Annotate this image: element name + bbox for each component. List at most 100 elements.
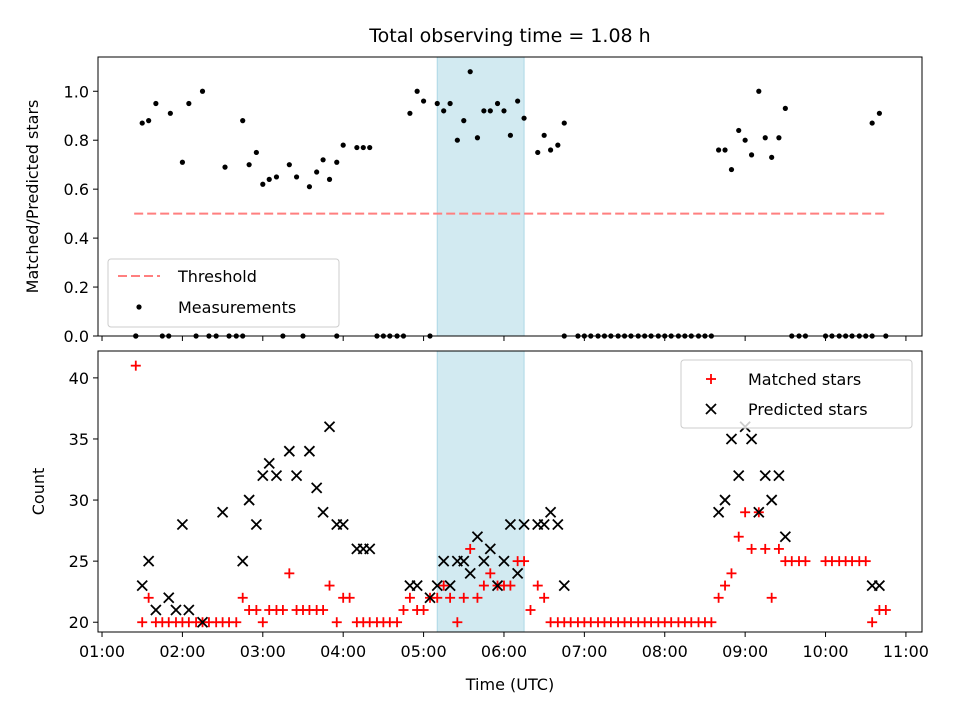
measurement-point <box>547 147 554 153</box>
measurement-point <box>535 149 541 156</box>
x-tick-label: 04:00 <box>320 642 366 661</box>
predicted-point <box>725 433 738 445</box>
predicted-point <box>552 518 564 531</box>
matched-point <box>505 580 516 591</box>
predicted-point-b <box>504 518 517 531</box>
predicted-point-b <box>183 604 195 616</box>
predicted-point <box>337 518 349 531</box>
y-tick-label: 20 <box>69 613 89 632</box>
x-tick-label: 11:00 <box>883 642 929 661</box>
matched-point <box>344 592 355 603</box>
y-tick-label: 35 <box>69 430 89 449</box>
predicted-point <box>558 579 570 592</box>
measurement-point <box>153 100 159 107</box>
predicted-point <box>484 543 496 555</box>
measurement-point <box>561 120 567 126</box>
measurement-point <box>441 108 447 114</box>
predicted-point-b <box>745 433 758 445</box>
measurement-point <box>367 144 373 151</box>
legend-measurements-swatch <box>136 304 142 310</box>
bottom-y-axis-label: Count <box>29 468 48 516</box>
predicted-point <box>712 506 725 518</box>
matched-point <box>525 605 536 616</box>
measurement-point <box>326 176 333 182</box>
measurement-point <box>461 118 467 124</box>
measurement-point <box>199 88 206 94</box>
matched-point <box>519 556 530 567</box>
predicted-point-b <box>216 506 229 518</box>
predicted-point-b <box>303 445 316 457</box>
measurement-point <box>167 110 173 116</box>
y-tick-label: 40 <box>69 369 89 388</box>
y-tick-label: 0.4 <box>64 229 89 248</box>
chart-title: Total observing time = 1.08 h <box>368 25 650 47</box>
predicted-point <box>250 518 263 531</box>
predicted-point-b <box>873 579 886 592</box>
measurement-point <box>555 142 561 148</box>
measurement-point <box>306 184 313 190</box>
predicted-point <box>424 592 436 604</box>
predicted-point-b <box>484 543 496 555</box>
predicted-point-b <box>498 555 510 567</box>
predicted-point <box>303 445 316 457</box>
measurement-point <box>501 108 507 114</box>
matched-point <box>137 617 148 628</box>
matched-point <box>706 617 717 628</box>
measurement-point <box>407 110 413 116</box>
measurement-point <box>494 100 501 107</box>
matched-point <box>418 605 429 616</box>
legend-matched-swatch <box>706 374 716 384</box>
predicted-point <box>733 469 745 482</box>
bottom-legend-box <box>680 359 913 429</box>
matched-point <box>880 605 891 616</box>
legend-predicted-swatch <box>705 403 717 415</box>
top-legend-box <box>107 258 340 328</box>
x-tick-label: 06:00 <box>481 642 527 661</box>
x-tick-label: 02:00 <box>159 642 205 661</box>
legend-threshold-label: Threshold <box>177 267 257 286</box>
matched-point <box>539 592 550 603</box>
y-tick-label: 0.0 <box>64 327 89 346</box>
top-y-axis: 0.0 0.2 0.4 0.6 0.8 1.0 <box>64 82 98 346</box>
x-tick-label: 10:00 <box>802 642 848 661</box>
predicted-point-b <box>712 506 725 518</box>
top-x-ticks <box>101 336 907 341</box>
predicted-point <box>150 604 162 616</box>
matched-point <box>432 592 443 603</box>
measurement-point <box>286 162 292 168</box>
predicted-point-b <box>323 421 336 433</box>
predicted-point <box>243 494 255 506</box>
predicted-point <box>257 469 269 482</box>
matched-point <box>324 580 335 591</box>
bottom-x-axis: 01:00 02:00 03:00 04:00 05:00 06:00 07:00 08:00… <box>79 632 929 661</box>
predicted-point <box>290 469 303 482</box>
measurement-point <box>260 181 266 187</box>
predicted-point <box>431 579 443 592</box>
matched-point <box>713 592 724 603</box>
predicted-point-b <box>458 555 470 567</box>
measurement-point <box>876 110 882 116</box>
predicted-point <box>498 555 510 567</box>
matched-point <box>251 605 262 616</box>
predicted-point <box>745 433 758 445</box>
matched-point <box>404 592 415 603</box>
matched-point <box>746 543 757 554</box>
legend-x-b <box>705 403 717 415</box>
predicted-point <box>364 543 376 555</box>
matched-point <box>143 592 154 603</box>
measurement-point <box>515 98 521 104</box>
predicted-point-b <box>438 555 450 567</box>
predicted-point <box>766 494 778 506</box>
predicted-point-b <box>518 518 530 531</box>
predicted-point-b <box>544 506 557 518</box>
matched-point <box>532 580 543 591</box>
predicted-point-b <box>143 555 155 567</box>
measurement-point <box>240 118 246 124</box>
measurement-point <box>139 120 145 126</box>
predicted-point <box>270 469 283 482</box>
measurement-point <box>354 144 360 151</box>
y-tick-label: 0.8 <box>64 131 89 150</box>
predicted-point <box>183 604 195 616</box>
measurement-point <box>420 98 427 104</box>
